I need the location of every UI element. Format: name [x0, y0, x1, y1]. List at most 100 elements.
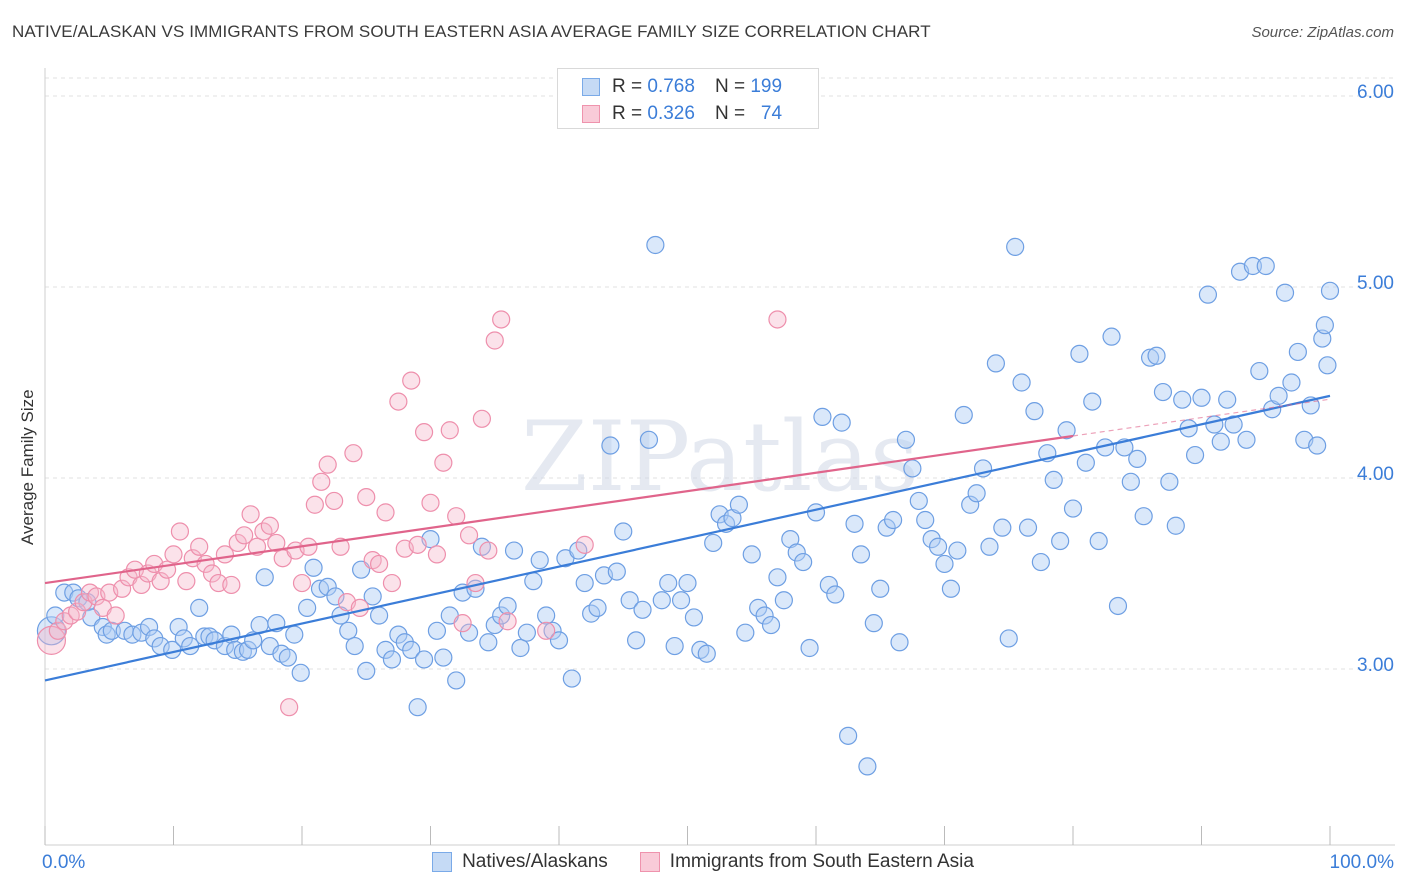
point-natives: [1051, 531, 1070, 551]
point-natives: [1083, 392, 1102, 411]
legend-item-natives: Natives/Alaskans: [432, 851, 608, 873]
point-natives: [479, 633, 498, 652]
y-tick-label: 4.00: [1357, 464, 1394, 485]
point-immigrants: [459, 526, 479, 545]
point-natives: [871, 579, 890, 598]
point-natives: [46, 606, 65, 625]
point-natives: [1198, 285, 1218, 304]
point-immigrants: [376, 503, 395, 522]
chart-title: NATIVE/ALASKAN VS IMMIGRANTS FROM SOUTH …: [12, 22, 931, 41]
legend-swatch-natives: [582, 78, 600, 96]
point-natives: [896, 430, 916, 449]
point-natives: [345, 636, 364, 656]
point-natives: [1237, 430, 1256, 449]
point-immigrants: [344, 444, 363, 463]
point-natives: [1140, 348, 1160, 367]
point-natives: [909, 491, 928, 511]
point-immigrants: [202, 564, 222, 583]
point-immigrants: [177, 572, 196, 591]
point-natives: [851, 545, 871, 564]
point-natives: [787, 543, 806, 562]
point-natives: [1018, 518, 1038, 537]
n-label: N =: [714, 103, 746, 124]
point-natives: [1160, 472, 1179, 491]
point-natives: [999, 629, 1018, 648]
point-natives: [1173, 390, 1192, 409]
point-natives: [1205, 415, 1224, 434]
point-immigrants: [498, 612, 517, 631]
point-natives: [370, 606, 389, 625]
point-natives: [948, 541, 967, 560]
legend-label-immigrants: Immigrants from South Eastern Asia: [669, 851, 974, 872]
trend-line-immigrants-extension: [1072, 398, 1331, 437]
point-natives: [190, 598, 209, 617]
point-natives: [326, 587, 345, 606]
point-natives: [1128, 449, 1147, 468]
point-natives: [1025, 402, 1044, 421]
point-natives: [1057, 421, 1076, 440]
data-points: [36, 235, 1340, 776]
point-natives: [395, 633, 414, 652]
point-natives: [877, 518, 896, 537]
point-natives: [1308, 436, 1327, 455]
point-immigrants: [260, 516, 279, 535]
point-immigrants: [768, 310, 787, 329]
point-immigrants: [440, 421, 459, 440]
point-natives: [511, 638, 530, 658]
point-natives: [749, 598, 768, 617]
watermark: ZIPatlas: [521, 401, 919, 513]
point-natives: [1320, 281, 1340, 300]
legend-item-immigrants: Immigrants from South Eastern Asia: [639, 851, 974, 873]
point-immigrants: [318, 455, 337, 474]
point-immigrants: [382, 573, 402, 593]
point-natives: [742, 545, 761, 564]
point-natives: [671, 591, 691, 610]
y-tick-label: 3.00: [1357, 655, 1394, 676]
point-natives: [601, 436, 620, 455]
point-immigrants: [112, 579, 132, 598]
point-natives: [986, 354, 1006, 373]
point-immigrants: [235, 526, 254, 545]
point-immigrants: [434, 453, 453, 472]
point-natives: [285, 625, 304, 644]
point-natives: [1006, 237, 1025, 256]
point-natives: [1063, 499, 1083, 518]
point-natives: [607, 562, 626, 581]
point-natives: [845, 514, 864, 533]
point-immigrants: [151, 572, 170, 591]
point-immigrants: [36, 625, 67, 655]
point-natives: [1243, 256, 1263, 276]
point-immigrants: [485, 331, 504, 350]
point-natives: [678, 573, 697, 593]
point-natives: [1318, 356, 1337, 375]
legend-swatch-immigrants: [582, 105, 600, 123]
axes: [44, 68, 1395, 846]
point-natives: [755, 606, 774, 625]
point-immigrants: [68, 602, 87, 621]
point-immigrants: [228, 533, 247, 553]
point-natives: [498, 596, 517, 616]
point-natives: [839, 726, 858, 745]
point-natives: [298, 598, 317, 617]
point-natives: [1185, 445, 1205, 465]
r-label: R =: [612, 103, 643, 124]
trend-line-natives: [44, 394, 1331, 682]
point-natives: [530, 551, 549, 570]
point-natives: [864, 614, 883, 633]
point-natives: [459, 623, 479, 642]
point-natives: [614, 522, 633, 541]
point-natives: [1313, 329, 1332, 348]
point-natives: [813, 407, 832, 426]
point-natives: [575, 573, 594, 593]
point-natives: [363, 587, 382, 606]
n-label: N =: [714, 76, 746, 97]
trend-line-immigrants: [44, 434, 1074, 585]
point-natives: [304, 558, 323, 577]
x-tick-label-max: 100.0%: [1329, 852, 1394, 873]
point-natives: [941, 579, 961, 598]
point-immigrants: [421, 493, 440, 512]
x-tick-label-min: 0.0%: [42, 852, 86, 873]
series-legend: Natives/Alaskans Immigrants from South E…: [0, 851, 1406, 873]
point-natives: [890, 633, 909, 652]
point-natives: [954, 405, 973, 425]
